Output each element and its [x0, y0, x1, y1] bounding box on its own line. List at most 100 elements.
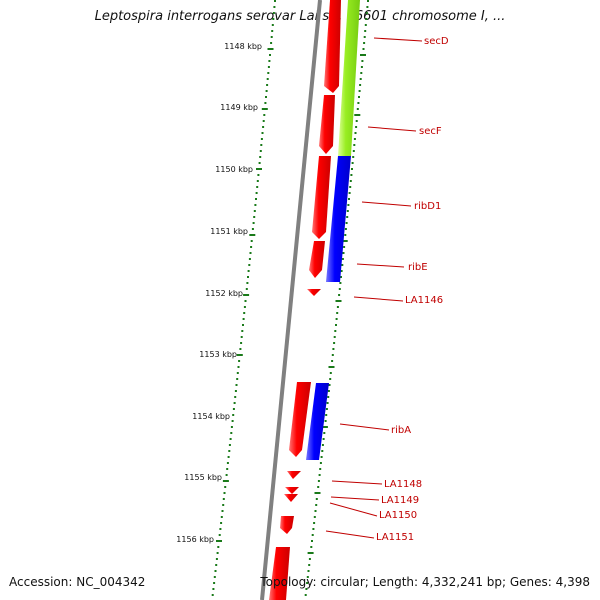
minor-tick	[364, 30, 367, 32]
gene-arrow-LA1150-forward	[284, 494, 298, 502]
minor-tick	[326, 402, 329, 404]
minor-tick	[355, 120, 358, 122]
minor-tick	[231, 420, 234, 422]
major-tick	[267, 48, 274, 50]
minor-tick	[351, 168, 353, 170]
minor-tick	[264, 102, 267, 104]
minor-tick	[253, 216, 256, 218]
minor-tick	[236, 372, 239, 374]
major-tick	[328, 366, 335, 368]
minor-tick	[240, 336, 243, 338]
major-tick	[216, 540, 222, 542]
minor-tick	[269, 54, 271, 56]
major-tick	[360, 54, 366, 56]
minor-tick	[329, 372, 332, 374]
minor-tick	[263, 114, 266, 116]
minor-tick	[327, 396, 330, 398]
minor-tick	[311, 540, 313, 542]
minor-tick	[348, 192, 351, 194]
gene-label-LA1151[interactable]: LA1151	[376, 532, 414, 543]
minor-tick	[260, 138, 263, 140]
minor-tick	[249, 252, 252, 254]
minor-tick	[230, 426, 233, 428]
minor-tick	[270, 36, 273, 38]
minor-tick	[265, 96, 267, 98]
minor-tick	[360, 72, 363, 74]
backbone-arc	[260, 0, 322, 600]
minor-tick	[321, 450, 324, 452]
minor-tick	[321, 444, 324, 446]
minor-tick	[260, 144, 263, 146]
minor-tick	[235, 384, 238, 386]
minor-tick	[237, 366, 240, 368]
minor-tick	[222, 504, 225, 506]
minor-tick	[255, 192, 258, 194]
minor-tick	[214, 570, 217, 572]
minor-tick	[221, 510, 224, 512]
minor-tick	[217, 546, 220, 548]
kbp-label-1153: 1153 kbp	[199, 350, 237, 359]
minor-tick	[257, 174, 260, 176]
minor-tick	[229, 438, 232, 440]
minor-tick	[331, 360, 334, 362]
gene-label-secF[interactable]: secF	[419, 126, 442, 137]
minor-tick	[238, 360, 241, 362]
gene-label-secD[interactable]: secD	[424, 36, 449, 47]
minor-tick	[340, 270, 343, 272]
gene-arrow-LA1149-forward	[285, 487, 299, 494]
minor-tick	[255, 198, 257, 200]
minor-tick	[338, 288, 341, 290]
gene-arrow-LA1148-forward	[287, 471, 301, 479]
minor-tick	[324, 420, 327, 422]
gene-label-ribE[interactable]: ribE	[408, 262, 428, 273]
minor-tick	[367, 0, 369, 2]
minor-tick	[220, 522, 223, 524]
minor-tick	[250, 246, 253, 248]
minor-tick	[246, 282, 249, 284]
minor-tick	[333, 336, 336, 338]
minor-tick	[328, 384, 331, 386]
minor-tick	[334, 330, 337, 332]
minor-tick	[243, 312, 246, 314]
major-tick	[249, 234, 256, 236]
gene-label-LA1146[interactable]: LA1146	[405, 295, 443, 306]
gene-label-LA1150[interactable]: LA1150	[379, 510, 417, 521]
minor-tick	[213, 582, 216, 584]
minor-tick	[306, 582, 309, 584]
minor-tick	[342, 252, 345, 254]
minor-tick	[322, 438, 325, 440]
minor-tick	[253, 210, 256, 212]
minor-tick	[258, 162, 261, 164]
minor-tick	[273, 6, 276, 8]
minor-tick	[319, 468, 322, 470]
minor-tick	[317, 486, 320, 488]
minor-tick	[243, 306, 246, 308]
minor-tick	[313, 516, 316, 518]
minor-tick	[350, 174, 353, 176]
minor-tick	[325, 408, 328, 410]
minor-tick	[271, 24, 274, 26]
minor-tick	[344, 234, 347, 236]
minor-tick	[314, 510, 317, 512]
minor-tick	[242, 318, 245, 320]
minor-tick	[215, 564, 218, 566]
minor-tick	[353, 144, 356, 146]
minor-tick	[247, 276, 249, 278]
minor-tick	[318, 474, 321, 476]
minor-tick	[216, 552, 219, 554]
minor-tick	[351, 162, 354, 164]
minor-tick	[310, 546, 313, 548]
major-tick	[222, 480, 229, 482]
gene-label-LA1148[interactable]: LA1148	[384, 479, 422, 490]
minor-tick	[365, 18, 368, 20]
minor-tick	[357, 102, 360, 104]
minor-tick	[272, 18, 275, 20]
gene-label-LA1149[interactable]: LA1149	[381, 495, 419, 506]
minor-tick	[228, 444, 231, 446]
gene-label-ribA[interactable]: ribA	[391, 425, 411, 436]
minor-tick	[212, 588, 215, 590]
minor-tick	[340, 276, 342, 278]
minor-tick	[335, 324, 337, 326]
gene-label-ribD1[interactable]: ribD1	[414, 201, 441, 212]
gene-arrow-ribE-forward	[309, 241, 325, 278]
